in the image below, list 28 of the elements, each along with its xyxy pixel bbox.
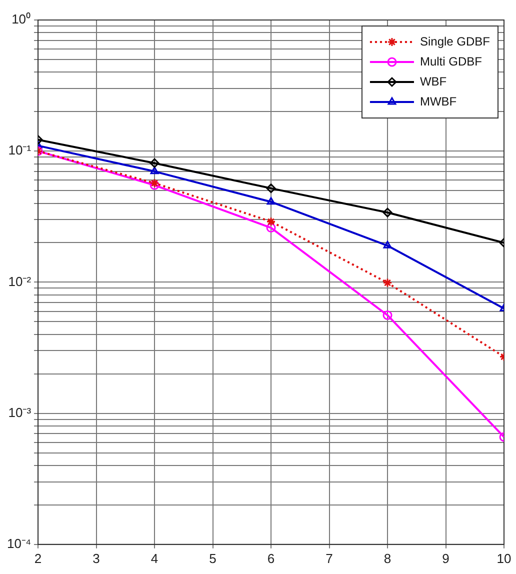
point [266,216,276,226]
point [382,208,392,218]
y-tick-label: 10⁻² [8,274,32,289]
legend-label: Single GDBF [420,34,490,48]
y-tick-label: 10⁻⁴ [7,536,32,551]
point [266,197,276,205]
x-tick-label: 7 [326,550,333,566]
point [150,158,160,168]
point [382,310,392,320]
point [266,223,276,233]
x-tick-label: 6 [267,550,275,566]
point [383,240,392,248]
point [382,278,392,288]
x-tick-label: 10 [496,550,512,566]
x-tick-label: 3 [92,550,100,566]
x-tick-label: 4 [150,550,158,566]
x-tick-label: 9 [442,550,450,566]
x-tick-label: 5 [209,550,216,566]
legend-label: MWBF [420,94,457,108]
y-tick-label: 10⁰ [12,12,32,27]
point [266,184,276,194]
legend-label: WBF [420,74,447,88]
legend-label: Multi GDBF [420,54,482,68]
x-tick-label: 2 [34,550,42,566]
x-tick-label: 8 [384,550,392,566]
y-tick-label: 10⁻¹ [8,142,32,158]
y-tick-label: 10⁻³ [8,404,32,420]
point [150,166,159,174]
